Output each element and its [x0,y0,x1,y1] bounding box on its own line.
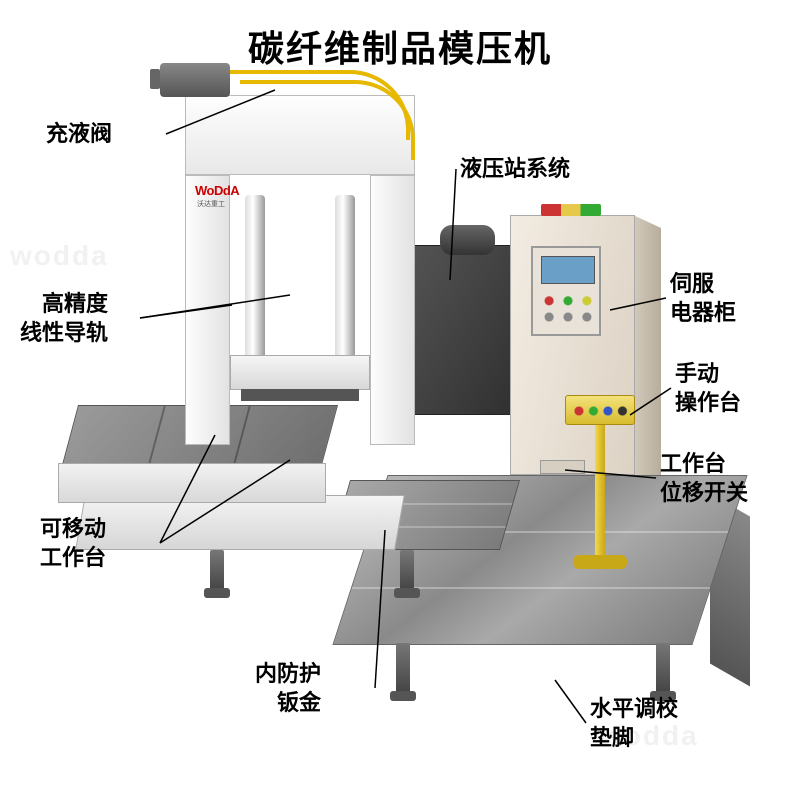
hmi-screen [541,256,595,284]
callout-pendant: 手动操作台 [675,360,741,417]
diagram-title: 碳纤维制品模压机 [0,20,800,72]
leveling-foot [656,643,670,693]
frame-column-right [370,175,415,445]
frame-column-left [185,175,230,445]
leveling-foot [400,550,414,590]
guide-pillar [335,195,355,375]
prefill-valve [160,63,230,97]
signal-lamp [541,204,601,216]
hydraulic-motor [440,225,495,255]
cabinet-panel [531,246,601,336]
pendant-post [595,415,605,560]
brand-logo: WoDdA [195,183,239,198]
guide-pillar [245,195,265,375]
moving-platen [230,355,370,390]
callout-guard: 内防护钣金 [255,660,321,717]
operator-pendant [565,395,635,425]
electrical-cabinet [510,215,635,475]
leveling-foot [210,550,224,590]
hydraulic-hose [240,80,415,160]
callout-guide: 高精度线性导轨 [20,290,108,347]
brand-subtitle: 沃达重工 [197,199,225,209]
callout-valve: 充液阀 [46,120,112,149]
callout-servo: 伺服电器柜 [670,270,736,327]
callout-limitswitch: 工作台位移开关 [660,450,748,507]
cabinet-buttons [541,290,595,326]
cabinet-side [633,215,661,488]
machine-illustration: WoDdA 沃达重工 [80,85,720,705]
limit-switch [540,460,585,474]
callout-hydraulic: 液压站系统 [460,155,570,184]
callout-feet: 水平调校垫脚 [590,695,678,752]
leveling-foot [396,643,410,693]
pendant-buttons [572,400,630,422]
callout-worktable: 可移动工作台 [40,515,106,572]
pendant-base [573,555,627,569]
